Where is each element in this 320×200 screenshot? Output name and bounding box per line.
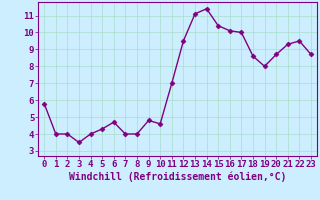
X-axis label: Windchill (Refroidissement éolien,°C): Windchill (Refroidissement éolien,°C) — [69, 172, 286, 182]
